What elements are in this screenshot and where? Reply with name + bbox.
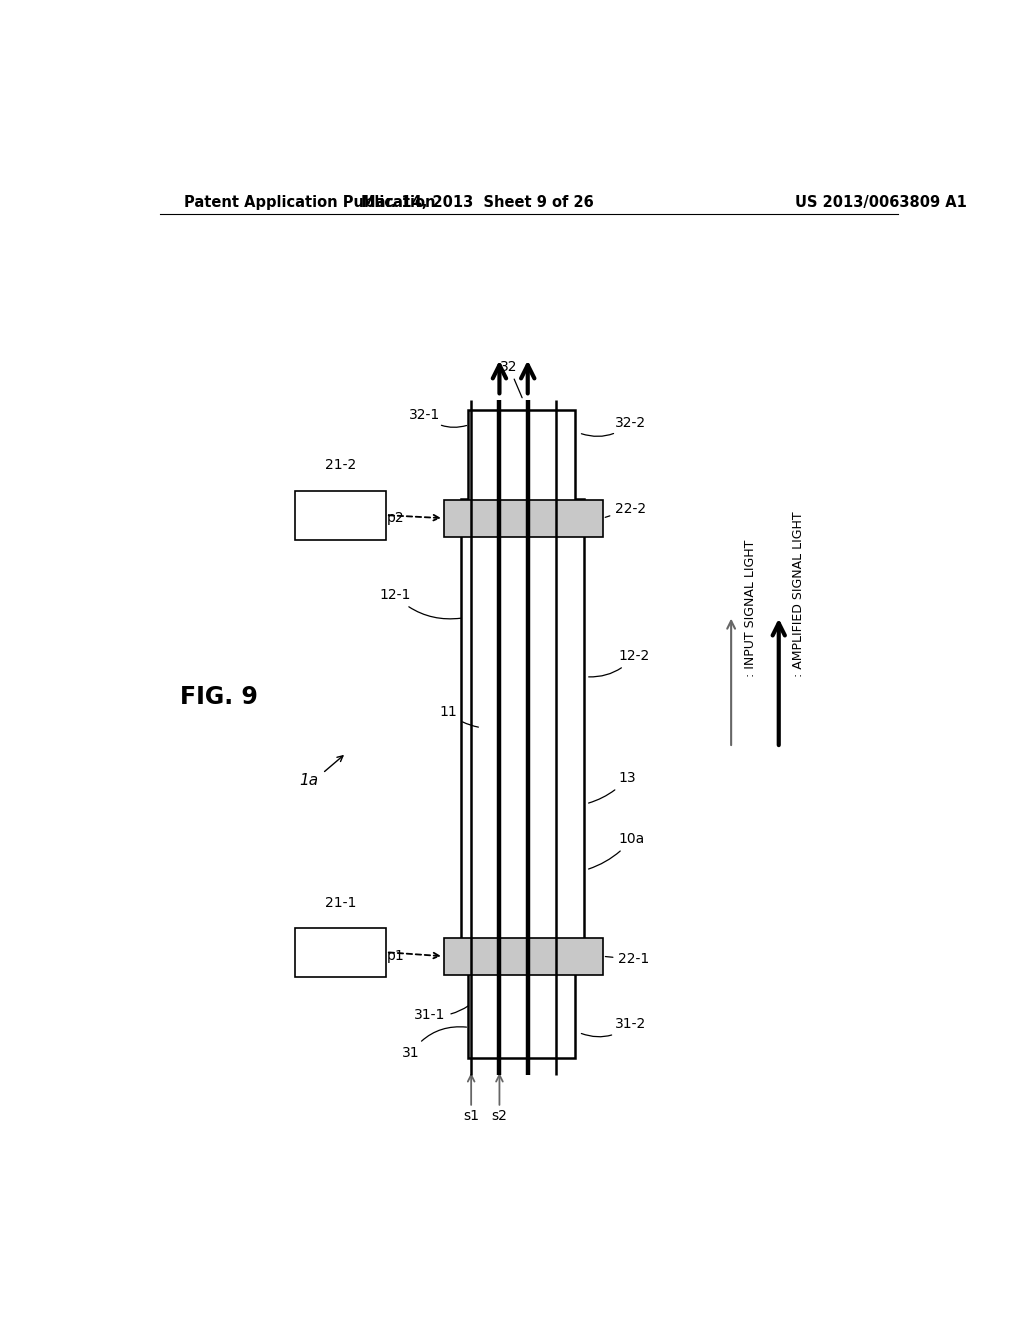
Text: 21-1: 21-1 — [325, 895, 356, 909]
Text: PUMP LIGHT
SOURCE: PUMP LIGHT SOURCE — [306, 941, 375, 964]
Bar — [461, 499, 585, 952]
Text: 12-2: 12-2 — [589, 649, 649, 677]
Text: 22-2: 22-2 — [605, 502, 646, 517]
Bar — [295, 928, 386, 977]
Text: 32-2: 32-2 — [582, 416, 646, 437]
Text: 31: 31 — [402, 1027, 467, 1060]
Text: p1: p1 — [386, 949, 404, 964]
Text: PUMP LIGHT
SOURCE: PUMP LIGHT SOURCE — [306, 504, 375, 527]
Text: s2: s2 — [492, 1109, 507, 1123]
Text: s1: s1 — [463, 1109, 479, 1123]
Text: p2: p2 — [386, 511, 404, 525]
Text: 32: 32 — [500, 360, 522, 397]
Text: : AMPLIFIED SIGNAL LIGHT: : AMPLIFIED SIGNAL LIGHT — [793, 511, 805, 677]
Text: 22-1: 22-1 — [605, 952, 649, 966]
Text: : INPUT SIGNAL LIGHT: : INPUT SIGNAL LIGHT — [744, 540, 758, 677]
Text: 13: 13 — [589, 771, 636, 803]
Text: 12-1: 12-1 — [379, 589, 461, 619]
Text: 1a: 1a — [299, 774, 318, 788]
Bar — [468, 972, 574, 1057]
Text: 10a: 10a — [589, 833, 645, 869]
Text: Patent Application Publication: Patent Application Publication — [183, 194, 435, 210]
Text: FIG. 9: FIG. 9 — [180, 685, 258, 709]
Text: 21-2: 21-2 — [325, 458, 356, 473]
Text: 31-1: 31-1 — [414, 1006, 469, 1022]
Text: 32-1: 32-1 — [409, 408, 467, 428]
Text: 31-2: 31-2 — [582, 1018, 646, 1036]
Bar — [443, 939, 602, 974]
Bar — [468, 411, 574, 502]
Text: US 2013/0063809 A1: US 2013/0063809 A1 — [795, 194, 967, 210]
Text: Mar. 14, 2013  Sheet 9 of 26: Mar. 14, 2013 Sheet 9 of 26 — [360, 194, 594, 210]
Bar — [295, 491, 386, 540]
Text: 11: 11 — [439, 705, 478, 727]
Bar — [443, 500, 602, 536]
